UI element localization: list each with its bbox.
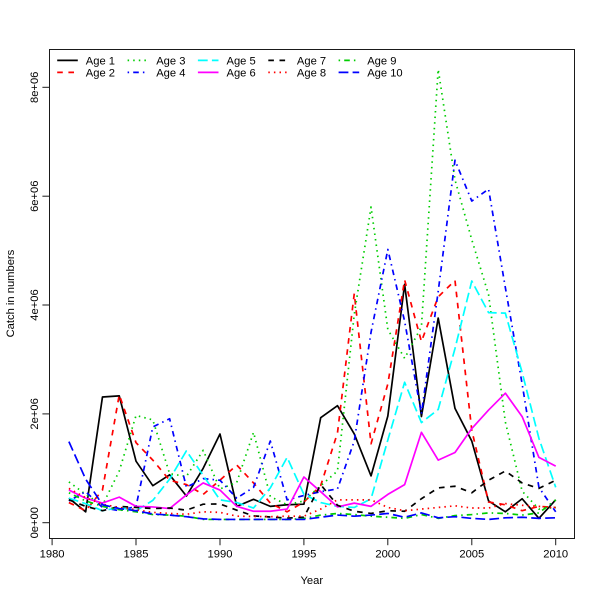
svg-text:1980: 1980 bbox=[40, 549, 65, 561]
svg-text:Age 4: Age 4 bbox=[156, 67, 185, 79]
svg-text:2005: 2005 bbox=[459, 549, 484, 561]
svg-text:Age 5: Age 5 bbox=[227, 55, 256, 67]
svg-text:Age 9: Age 9 bbox=[367, 55, 396, 67]
svg-text:Age 7: Age 7 bbox=[297, 55, 326, 67]
svg-text:Age 2: Age 2 bbox=[86, 67, 115, 79]
svg-text:2e+06: 2e+06 bbox=[29, 398, 41, 429]
svg-text:Age 6: Age 6 bbox=[227, 67, 256, 79]
svg-text:2010: 2010 bbox=[543, 549, 568, 561]
svg-text:2000: 2000 bbox=[375, 549, 400, 561]
svg-text:Age 8: Age 8 bbox=[297, 67, 326, 79]
svg-text:Age 10: Age 10 bbox=[367, 67, 402, 79]
svg-text:1990: 1990 bbox=[208, 549, 233, 561]
svg-text:4e+06: 4e+06 bbox=[29, 289, 41, 320]
svg-text:Year: Year bbox=[300, 575, 323, 587]
svg-text:Age 3: Age 3 bbox=[156, 55, 185, 67]
svg-text:6e+06: 6e+06 bbox=[29, 180, 41, 211]
svg-text:8e+06: 8e+06 bbox=[29, 72, 41, 103]
svg-text:Age 1: Age 1 bbox=[86, 55, 115, 67]
svg-text:Catch in numbers: Catch in numbers bbox=[5, 249, 17, 337]
svg-text:0e+00: 0e+00 bbox=[29, 507, 41, 538]
svg-text:1985: 1985 bbox=[124, 549, 149, 561]
svg-text:1995: 1995 bbox=[291, 549, 316, 561]
